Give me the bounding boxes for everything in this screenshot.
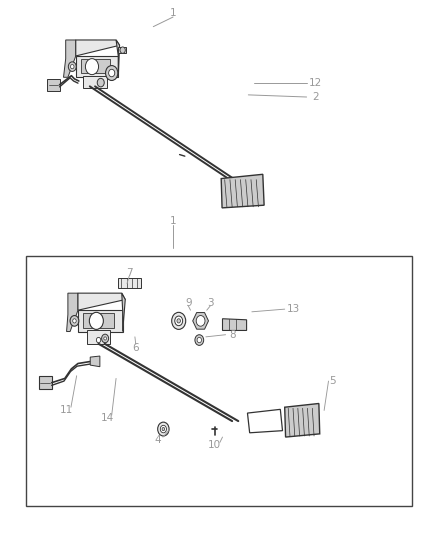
Circle shape	[120, 47, 125, 53]
Circle shape	[172, 312, 186, 329]
Circle shape	[106, 66, 118, 80]
Polygon shape	[116, 40, 120, 77]
Polygon shape	[78, 293, 125, 310]
Text: 12: 12	[309, 78, 322, 87]
Polygon shape	[83, 313, 114, 328]
Polygon shape	[122, 293, 125, 332]
Text: 10: 10	[208, 440, 221, 450]
Polygon shape	[39, 376, 52, 389]
Circle shape	[85, 59, 99, 75]
Polygon shape	[81, 59, 110, 73]
Circle shape	[160, 425, 166, 433]
Polygon shape	[64, 40, 76, 77]
Polygon shape	[118, 278, 141, 288]
Circle shape	[158, 422, 169, 436]
Text: 14: 14	[101, 414, 114, 423]
Polygon shape	[285, 403, 320, 437]
Circle shape	[196, 316, 205, 326]
Circle shape	[70, 316, 79, 326]
Polygon shape	[76, 40, 120, 56]
Text: 2: 2	[312, 92, 319, 102]
Circle shape	[73, 319, 76, 323]
Polygon shape	[118, 47, 126, 53]
Circle shape	[102, 334, 109, 343]
Polygon shape	[78, 310, 123, 332]
Text: 13: 13	[287, 304, 300, 314]
Bar	[26, 256, 412, 506]
Text: 8: 8	[230, 330, 237, 340]
Polygon shape	[47, 79, 60, 91]
Circle shape	[96, 337, 101, 343]
Circle shape	[177, 319, 180, 323]
Circle shape	[68, 62, 76, 71]
Circle shape	[104, 337, 106, 340]
Polygon shape	[87, 330, 110, 344]
Polygon shape	[221, 174, 264, 208]
Polygon shape	[76, 56, 118, 77]
Circle shape	[109, 69, 115, 77]
Text: 1: 1	[170, 216, 177, 226]
Polygon shape	[67, 293, 78, 332]
Polygon shape	[223, 319, 247, 330]
Polygon shape	[90, 356, 100, 367]
Circle shape	[197, 337, 201, 343]
Polygon shape	[247, 409, 283, 433]
Text: 4: 4	[154, 435, 161, 445]
Text: 11: 11	[60, 406, 73, 415]
Text: 5: 5	[329, 376, 336, 386]
Text: 3: 3	[207, 298, 214, 308]
Text: 1: 1	[170, 9, 177, 18]
Polygon shape	[83, 76, 107, 88]
Circle shape	[175, 316, 183, 326]
Circle shape	[89, 312, 103, 329]
Circle shape	[195, 335, 204, 345]
Circle shape	[97, 78, 104, 87]
Circle shape	[71, 64, 74, 69]
Text: 7: 7	[126, 268, 133, 278]
Text: 9: 9	[185, 298, 192, 308]
Polygon shape	[193, 312, 208, 329]
Text: 6: 6	[132, 343, 139, 352]
Circle shape	[162, 427, 165, 431]
